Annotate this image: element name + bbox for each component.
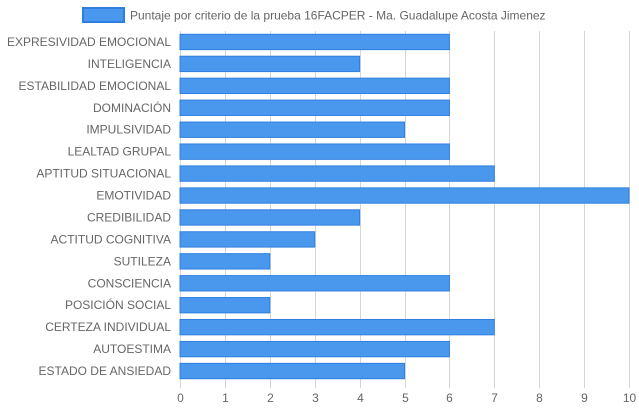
x-tick-label: 2: [267, 391, 274, 405]
bar[interactable]: [179, 318, 495, 336]
x-tick-label: 6: [446, 391, 453, 405]
category-label: CONSCIENCIA: [88, 276, 171, 290]
bar[interactable]: [179, 187, 630, 204]
category-label: SUTILEZA: [114, 254, 171, 268]
category-labels: EXPRESIVIDAD EMOCIONAL INTELIGENCIA ESTABI…: [7, 35, 171, 378]
category-label: AUTOESTIMA: [93, 342, 171, 356]
x-tick-label: 8: [536, 391, 543, 405]
x-tick-label: 4: [357, 391, 364, 405]
category-label: EMOTIVIDAD: [96, 189, 171, 203]
bar[interactable]: [179, 33, 450, 51]
bar[interactable]: [179, 55, 361, 73]
category-label: CREDIBILIDAD: [87, 210, 171, 224]
category-label: ESTABILIDAD EMOCIONAL: [19, 79, 172, 93]
category-label: ESTADO DE ANSIEDAD: [39, 364, 172, 378]
bar[interactable]: [179, 143, 450, 160]
bar[interactable]: [179, 275, 450, 292]
category-label: LEALTAD GRUPAL: [68, 145, 172, 159]
legend-swatch[interactable]: [82, 7, 125, 23]
category-label: CERTEZA INDIVIDUAL: [45, 320, 171, 334]
bar[interactable]: [179, 231, 316, 248]
bar[interactable]: [179, 362, 405, 380]
bar[interactable]: [179, 209, 361, 226]
x-axis-ticks: 0 1 2 3 4 5 6 7 8 9 10: [177, 391, 636, 405]
category-label: EXPRESIVIDAD EMOCIONAL: [7, 35, 171, 49]
bar[interactable]: [179, 165, 495, 182]
x-tick-label: 9: [581, 391, 588, 405]
x-tick-label: 7: [491, 391, 498, 405]
x-tick-label: 3: [312, 391, 319, 405]
bar[interactable]: [179, 99, 450, 116]
x-tick-label: 0: [177, 391, 184, 405]
legend[interactable]: Puntaje por criterio de la prueba 16FACP…: [82, 7, 546, 23]
bar[interactable]: [179, 253, 271, 270]
x-tick-label: 10: [623, 391, 637, 405]
x-tick-label: 5: [402, 391, 409, 405]
bar[interactable]: [179, 340, 450, 358]
x-tick-label: 1: [222, 391, 229, 405]
bars: [179, 33, 630, 380]
category-label: INTELIGENCIA: [88, 57, 171, 71]
legend-label[interactable]: Puntaje por criterio de la prueba 16FACP…: [130, 9, 546, 23]
category-label: POSICIÓN SOCIAL: [65, 297, 171, 312]
category-label: IMPULSIVIDAD: [86, 123, 171, 137]
category-label: DOMINACIÓN: [93, 100, 171, 115]
category-label: ACTITUD COGNITIVA: [51, 232, 171, 246]
category-label: APTITUD SITUACIONAL: [36, 167, 171, 181]
bar[interactable]: [179, 77, 450, 95]
bar[interactable]: [179, 121, 405, 138]
bar[interactable]: [179, 297, 271, 314]
